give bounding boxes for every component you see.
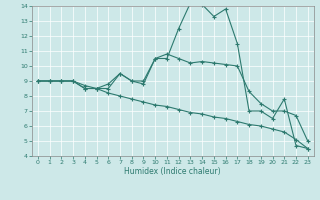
X-axis label: Humidex (Indice chaleur): Humidex (Indice chaleur) bbox=[124, 167, 221, 176]
